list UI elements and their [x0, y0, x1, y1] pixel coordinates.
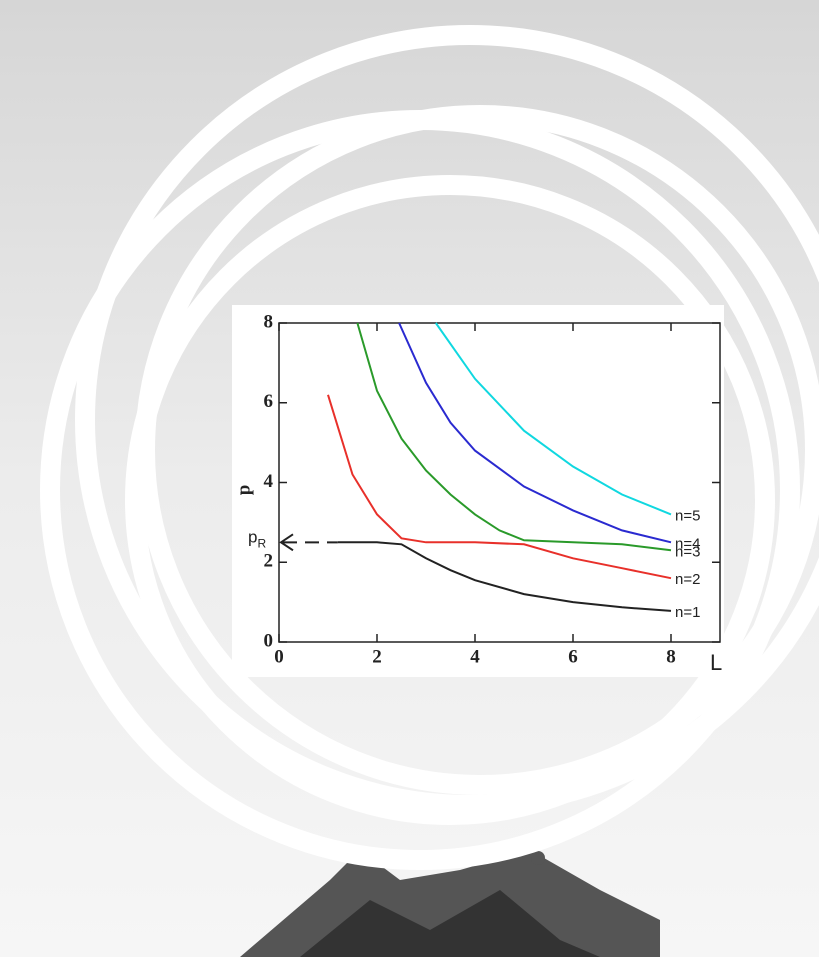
series-label: n=1	[675, 604, 700, 621]
y-tick-label: 6	[264, 391, 274, 412]
series-label: n=4	[675, 535, 700, 552]
series-label: n=3	[675, 543, 700, 560]
series-line	[327, 394, 672, 580]
x-axis-label: L	[710, 650, 722, 675]
x-tick-label: 8	[666, 646, 676, 667]
x-tick-label: 4	[470, 646, 480, 667]
y-axis-label: p	[233, 485, 254, 496]
series-label: n=2	[675, 571, 700, 588]
x-tick-label: 0	[274, 646, 284, 667]
x-tick-label: 6	[568, 646, 578, 667]
series-line	[398, 322, 672, 544]
y-tick-label: 8	[264, 311, 274, 332]
series-line	[337, 541, 672, 612]
x-tick-label: 2	[372, 646, 382, 667]
annotation-arrow	[279, 533, 294, 552]
decorative-rings	[40, 25, 819, 870]
y-tick-label: 4	[264, 471, 274, 492]
annotation-text: p	[248, 528, 257, 547]
series-line	[434, 322, 672, 516]
y-tick-label: 0	[264, 630, 274, 651]
building	[240, 850, 660, 957]
annotation-subscript: R	[257, 536, 266, 550]
series-line	[356, 322, 672, 552]
chart-background	[232, 305, 724, 677]
annotation-label: pR	[248, 528, 266, 551]
y-tick-label: 2	[264, 551, 274, 572]
series-label: n=5	[675, 507, 700, 524]
